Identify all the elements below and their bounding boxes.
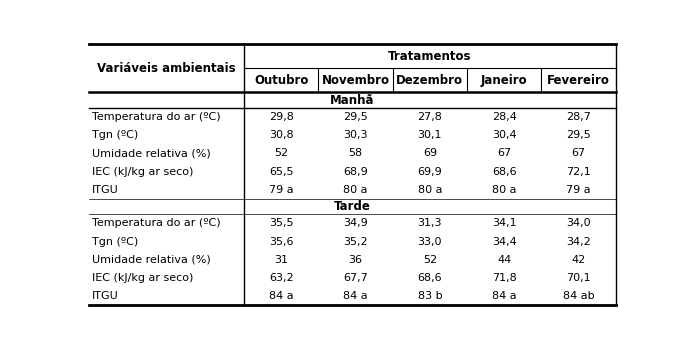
Text: 34,4: 34,4 bbox=[492, 237, 517, 247]
Text: Tarde: Tarde bbox=[334, 200, 370, 213]
Text: 30,1: 30,1 bbox=[418, 130, 442, 140]
Text: 84 ab: 84 ab bbox=[563, 291, 594, 301]
Text: Janeiro: Janeiro bbox=[481, 74, 528, 87]
Text: 84 a: 84 a bbox=[492, 291, 517, 301]
Text: 28,4: 28,4 bbox=[492, 112, 517, 122]
Text: 29,5: 29,5 bbox=[343, 112, 368, 122]
Text: 67: 67 bbox=[497, 148, 511, 158]
Text: 30,4: 30,4 bbox=[492, 130, 517, 140]
Text: 65,5: 65,5 bbox=[269, 166, 293, 176]
Text: 84 a: 84 a bbox=[269, 291, 293, 301]
Text: Tratamentos: Tratamentos bbox=[388, 50, 471, 63]
Text: 67,7: 67,7 bbox=[343, 273, 368, 283]
Text: 30,3: 30,3 bbox=[344, 130, 368, 140]
Text: 27,8: 27,8 bbox=[418, 112, 442, 122]
Text: 35,6: 35,6 bbox=[269, 237, 293, 247]
Text: 33,0: 33,0 bbox=[418, 237, 442, 247]
Text: 34,0: 34,0 bbox=[566, 218, 591, 228]
Text: 31,3: 31,3 bbox=[418, 218, 442, 228]
Text: Umidade relativa (%): Umidade relativa (%) bbox=[92, 148, 211, 158]
Text: 31: 31 bbox=[274, 255, 288, 265]
Text: 84 a: 84 a bbox=[344, 291, 368, 301]
Text: Tgn (ºC): Tgn (ºC) bbox=[92, 130, 139, 140]
Text: 30,8: 30,8 bbox=[269, 130, 293, 140]
Text: 67: 67 bbox=[572, 148, 585, 158]
Text: 71,8: 71,8 bbox=[492, 273, 517, 283]
Text: 58: 58 bbox=[348, 148, 363, 158]
Text: Fevereiro: Fevereiro bbox=[547, 74, 610, 87]
Text: 69: 69 bbox=[423, 148, 437, 158]
Text: 52: 52 bbox=[423, 255, 437, 265]
Text: 29,8: 29,8 bbox=[269, 112, 293, 122]
Text: 35,2: 35,2 bbox=[344, 237, 368, 247]
Text: 35,5: 35,5 bbox=[269, 218, 293, 228]
Text: 29,5: 29,5 bbox=[566, 130, 591, 140]
Text: 72,1: 72,1 bbox=[566, 166, 591, 176]
Text: Dezembro: Dezembro bbox=[396, 74, 463, 87]
Text: ITGU: ITGU bbox=[92, 291, 119, 301]
Text: 34,9: 34,9 bbox=[343, 218, 368, 228]
Text: Temperatura do ar (ºC): Temperatura do ar (ºC) bbox=[92, 218, 221, 228]
Text: Umidade relativa (%): Umidade relativa (%) bbox=[92, 255, 211, 265]
Text: 68,9: 68,9 bbox=[343, 166, 368, 176]
Text: 42: 42 bbox=[572, 255, 585, 265]
Text: 69,9: 69,9 bbox=[418, 166, 442, 176]
Text: Variáveis ambientais: Variáveis ambientais bbox=[97, 62, 236, 75]
Text: 34,1: 34,1 bbox=[492, 218, 517, 228]
Text: 80 a: 80 a bbox=[418, 185, 442, 195]
Text: Temperatura do ar (ºC): Temperatura do ar (ºC) bbox=[92, 112, 221, 122]
Text: 28,7: 28,7 bbox=[566, 112, 591, 122]
Text: Outubro: Outubro bbox=[254, 74, 308, 87]
Text: 36: 36 bbox=[348, 255, 363, 265]
Text: 79 a: 79 a bbox=[566, 185, 591, 195]
Text: 52: 52 bbox=[274, 148, 289, 158]
Text: 80 a: 80 a bbox=[344, 185, 368, 195]
Text: Manhã: Manhã bbox=[330, 94, 374, 107]
Text: 44: 44 bbox=[497, 255, 511, 265]
Text: Novembro: Novembro bbox=[322, 74, 390, 87]
Text: 80 a: 80 a bbox=[492, 185, 517, 195]
Text: ITGU: ITGU bbox=[92, 185, 119, 195]
Text: 70,1: 70,1 bbox=[566, 273, 591, 283]
Text: Tgn (ºC): Tgn (ºC) bbox=[92, 237, 139, 247]
Text: 63,2: 63,2 bbox=[269, 273, 293, 283]
Text: 68,6: 68,6 bbox=[492, 166, 517, 176]
Text: IEC (kJ/kg ar seco): IEC (kJ/kg ar seco) bbox=[92, 273, 194, 283]
Text: 68,6: 68,6 bbox=[418, 273, 442, 283]
Text: 79 a: 79 a bbox=[269, 185, 293, 195]
Text: 34,2: 34,2 bbox=[566, 237, 591, 247]
Text: 83 b: 83 b bbox=[418, 291, 442, 301]
Text: IEC (kJ/kg ar seco): IEC (kJ/kg ar seco) bbox=[92, 166, 194, 176]
